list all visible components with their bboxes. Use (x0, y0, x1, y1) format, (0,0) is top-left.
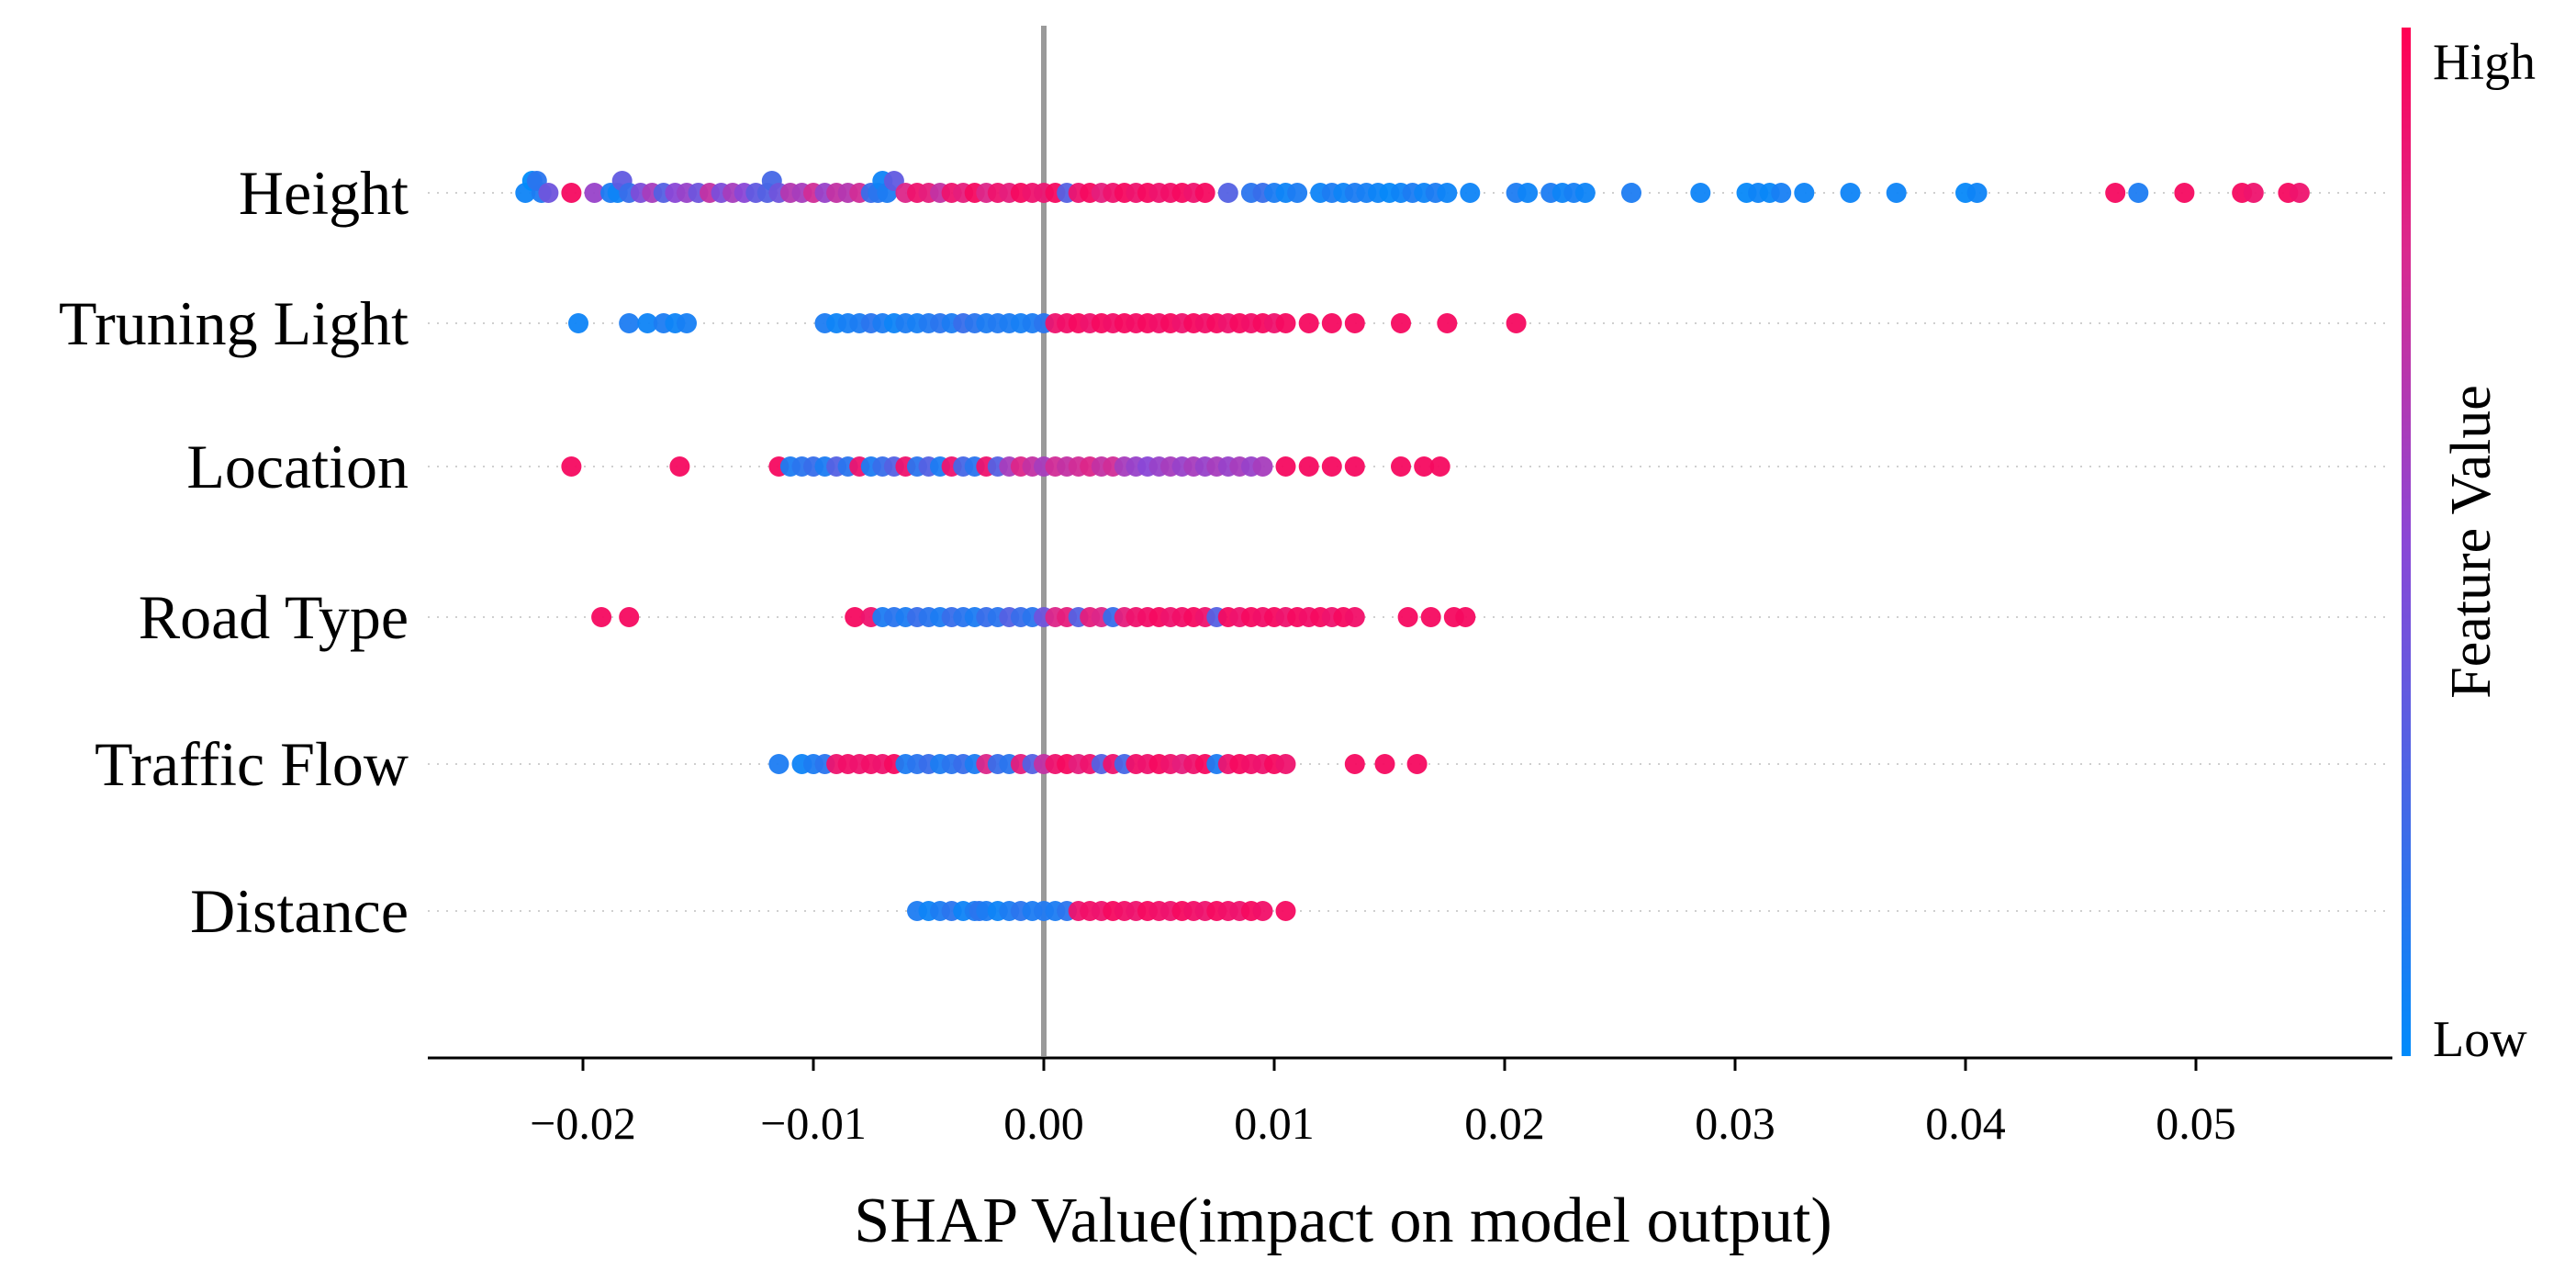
colorbar-low-label: Low (2433, 1011, 2527, 1068)
shap-point (1414, 456, 1435, 477)
shap-point (1344, 754, 1365, 774)
shap-point (1275, 313, 1296, 333)
shap-point (1344, 313, 1365, 333)
shap-point (1574, 183, 1596, 203)
shap-point (2128, 183, 2149, 203)
x-tick-label: −0.01 (760, 1097, 867, 1149)
feature-labels: Height Truning Light Location Road Type Traf… (59, 158, 409, 946)
feature-label: Truning Light (59, 288, 409, 358)
shap-point (619, 607, 640, 627)
shap-point (584, 183, 605, 203)
shap-point (1298, 313, 1319, 333)
shap-point (1252, 456, 1273, 477)
shap-point (1275, 901, 1296, 921)
shap-points (515, 171, 2310, 921)
x-axis-label: SHAP Value(impact on model output) (854, 1186, 1831, 1256)
shap-point (677, 313, 697, 333)
shap-point (1621, 183, 1641, 203)
feature-label: Road Type (139, 582, 409, 652)
shap-point (1321, 313, 1342, 333)
x-tick-label: 0.05 (2156, 1097, 2236, 1149)
shap-point (1194, 183, 1215, 203)
x-axis-ticks: −0.02 −0.01 0.00 0.01 0.02 0.03 0.04 0.05 (530, 1058, 2236, 1149)
shap-point (1374, 754, 1395, 774)
shap-point (1391, 456, 1411, 477)
shap-point (561, 456, 582, 477)
shap-point (1344, 456, 1365, 477)
shap-point (1391, 313, 1411, 333)
x-tick-label: 0.03 (1695, 1097, 1775, 1149)
shap-point (1437, 313, 1458, 333)
shap-point (1344, 607, 1365, 627)
shap-point (1794, 183, 1815, 203)
shap-point (1321, 456, 1342, 477)
shap-point (1437, 183, 1458, 203)
feature-value-colorbar (2402, 28, 2411, 1056)
shap-point (1397, 607, 1418, 627)
shap-point (568, 313, 588, 333)
feature-label: Height (239, 158, 409, 228)
shap-point (1275, 456, 1296, 477)
shap-point (845, 607, 866, 627)
x-tick-label: −0.02 (530, 1097, 636, 1149)
shap-point (1966, 183, 1988, 203)
x-tick-label: 0.00 (1003, 1097, 1084, 1149)
shap-point (1287, 183, 1308, 203)
shap-point (1840, 183, 1861, 203)
x-tick-label: 0.01 (1234, 1097, 1315, 1149)
shap-point (1771, 183, 1792, 203)
shap-point (669, 456, 690, 477)
shap-point (1217, 183, 1238, 203)
colorbar-title: Feature Value (2440, 385, 2503, 698)
x-tick-label: 0.04 (1925, 1097, 2006, 1149)
feature-label: Distance (190, 876, 409, 946)
shap-point (538, 183, 559, 203)
shap-point (1690, 183, 1711, 203)
shap-point (1506, 313, 1527, 333)
shap-point (637, 313, 658, 333)
shap-point (1429, 456, 1450, 477)
shap-point (768, 754, 790, 774)
shap-point (1298, 456, 1319, 477)
shap-point (1460, 183, 1481, 203)
shap-point (1518, 183, 1539, 203)
shap-point (1252, 901, 1273, 921)
feature-row-gridlines (428, 192, 2392, 912)
shap-point (1275, 754, 1296, 774)
shap-point (1455, 607, 1476, 627)
shap-point (2243, 183, 2264, 203)
shap-point (2105, 183, 2126, 203)
shap-point (591, 607, 612, 627)
feature-label: Location (186, 432, 409, 501)
shap-point (561, 183, 582, 203)
colorbar-high-label: High (2433, 34, 2536, 91)
shap-point (1886, 183, 1907, 203)
shap-point (2289, 183, 2310, 203)
feature-label: Traffic Flow (95, 729, 409, 799)
shap-point (619, 313, 640, 333)
x-tick-label: 0.02 (1464, 1097, 1545, 1149)
shap-point (2174, 183, 2195, 203)
shap-point (1406, 754, 1428, 774)
shap-point (1420, 607, 1441, 627)
